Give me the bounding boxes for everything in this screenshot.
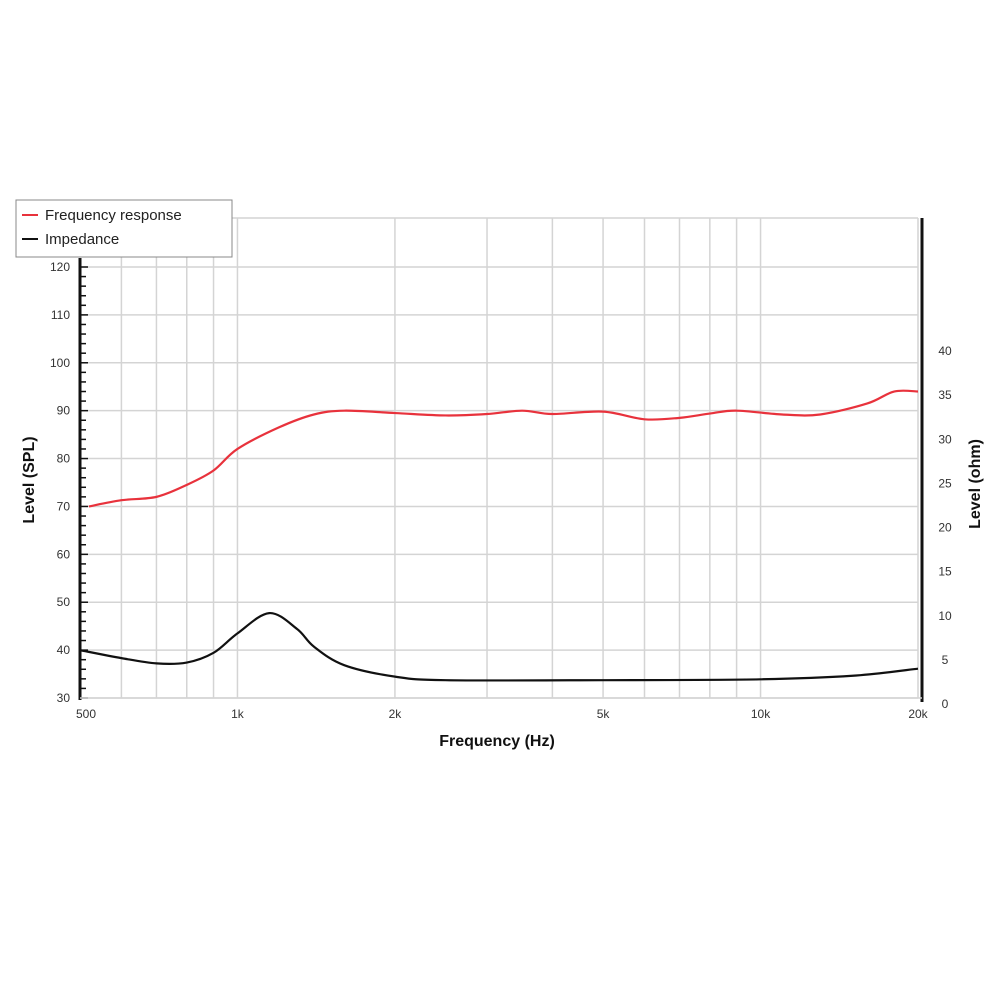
y2-tick-label: 40 xyxy=(938,344,952,358)
y-tick-label: 80 xyxy=(57,452,71,466)
y-tick-label: 70 xyxy=(57,499,71,513)
y-tick-label: 90 xyxy=(57,404,71,418)
y2-tick-label: 35 xyxy=(938,388,952,402)
y2-tick-label: 5 xyxy=(942,653,949,667)
y2-tick-label: 15 xyxy=(938,565,952,579)
y-tick-label: 120 xyxy=(50,260,70,274)
y2-tick-label: 30 xyxy=(938,432,952,446)
x-tick-label: 2k xyxy=(389,707,403,721)
y-tick-label: 30 xyxy=(57,691,71,705)
y-tick-label: 40 xyxy=(57,643,71,657)
x-tick-label: 10k xyxy=(751,707,771,721)
y2-tick-label: 20 xyxy=(938,521,952,535)
series-line-impedance xyxy=(79,612,919,682)
x-tick-label: 500 xyxy=(76,707,96,721)
x-tick-label: 20k xyxy=(908,707,928,721)
x-axis-label: Frequency (Hz) xyxy=(439,733,555,750)
series-lines xyxy=(79,389,919,682)
legend: Frequency response Impedance xyxy=(15,199,233,258)
y2-axis-label: Level (ohm) xyxy=(967,439,984,529)
y-axis-label: Level (SPL) xyxy=(21,436,38,523)
y-tick-label: 60 xyxy=(57,547,71,561)
series-line-frequency-response xyxy=(88,389,919,508)
y-tick-label: 50 xyxy=(57,595,71,609)
y2-tick-label: 0 xyxy=(942,697,949,711)
grid xyxy=(80,217,919,699)
axes: 30 40 50 60 70 80 90 100 110 120 0 5 10 15 20 25 30 35 40 5… xyxy=(50,218,952,721)
y-tick-label: 110 xyxy=(51,308,70,322)
y2-tick-label: 10 xyxy=(938,609,952,623)
x-tick-label: 5k xyxy=(597,707,611,721)
y2-tick-label: 25 xyxy=(938,476,952,490)
legend-label-frequency-response: Frequency response xyxy=(45,207,182,224)
y-tick-label: 100 xyxy=(50,356,70,370)
x-tick-label: 1k xyxy=(231,707,245,721)
legend-box xyxy=(15,199,233,258)
legend-label-impedance: Impedance xyxy=(45,231,119,248)
